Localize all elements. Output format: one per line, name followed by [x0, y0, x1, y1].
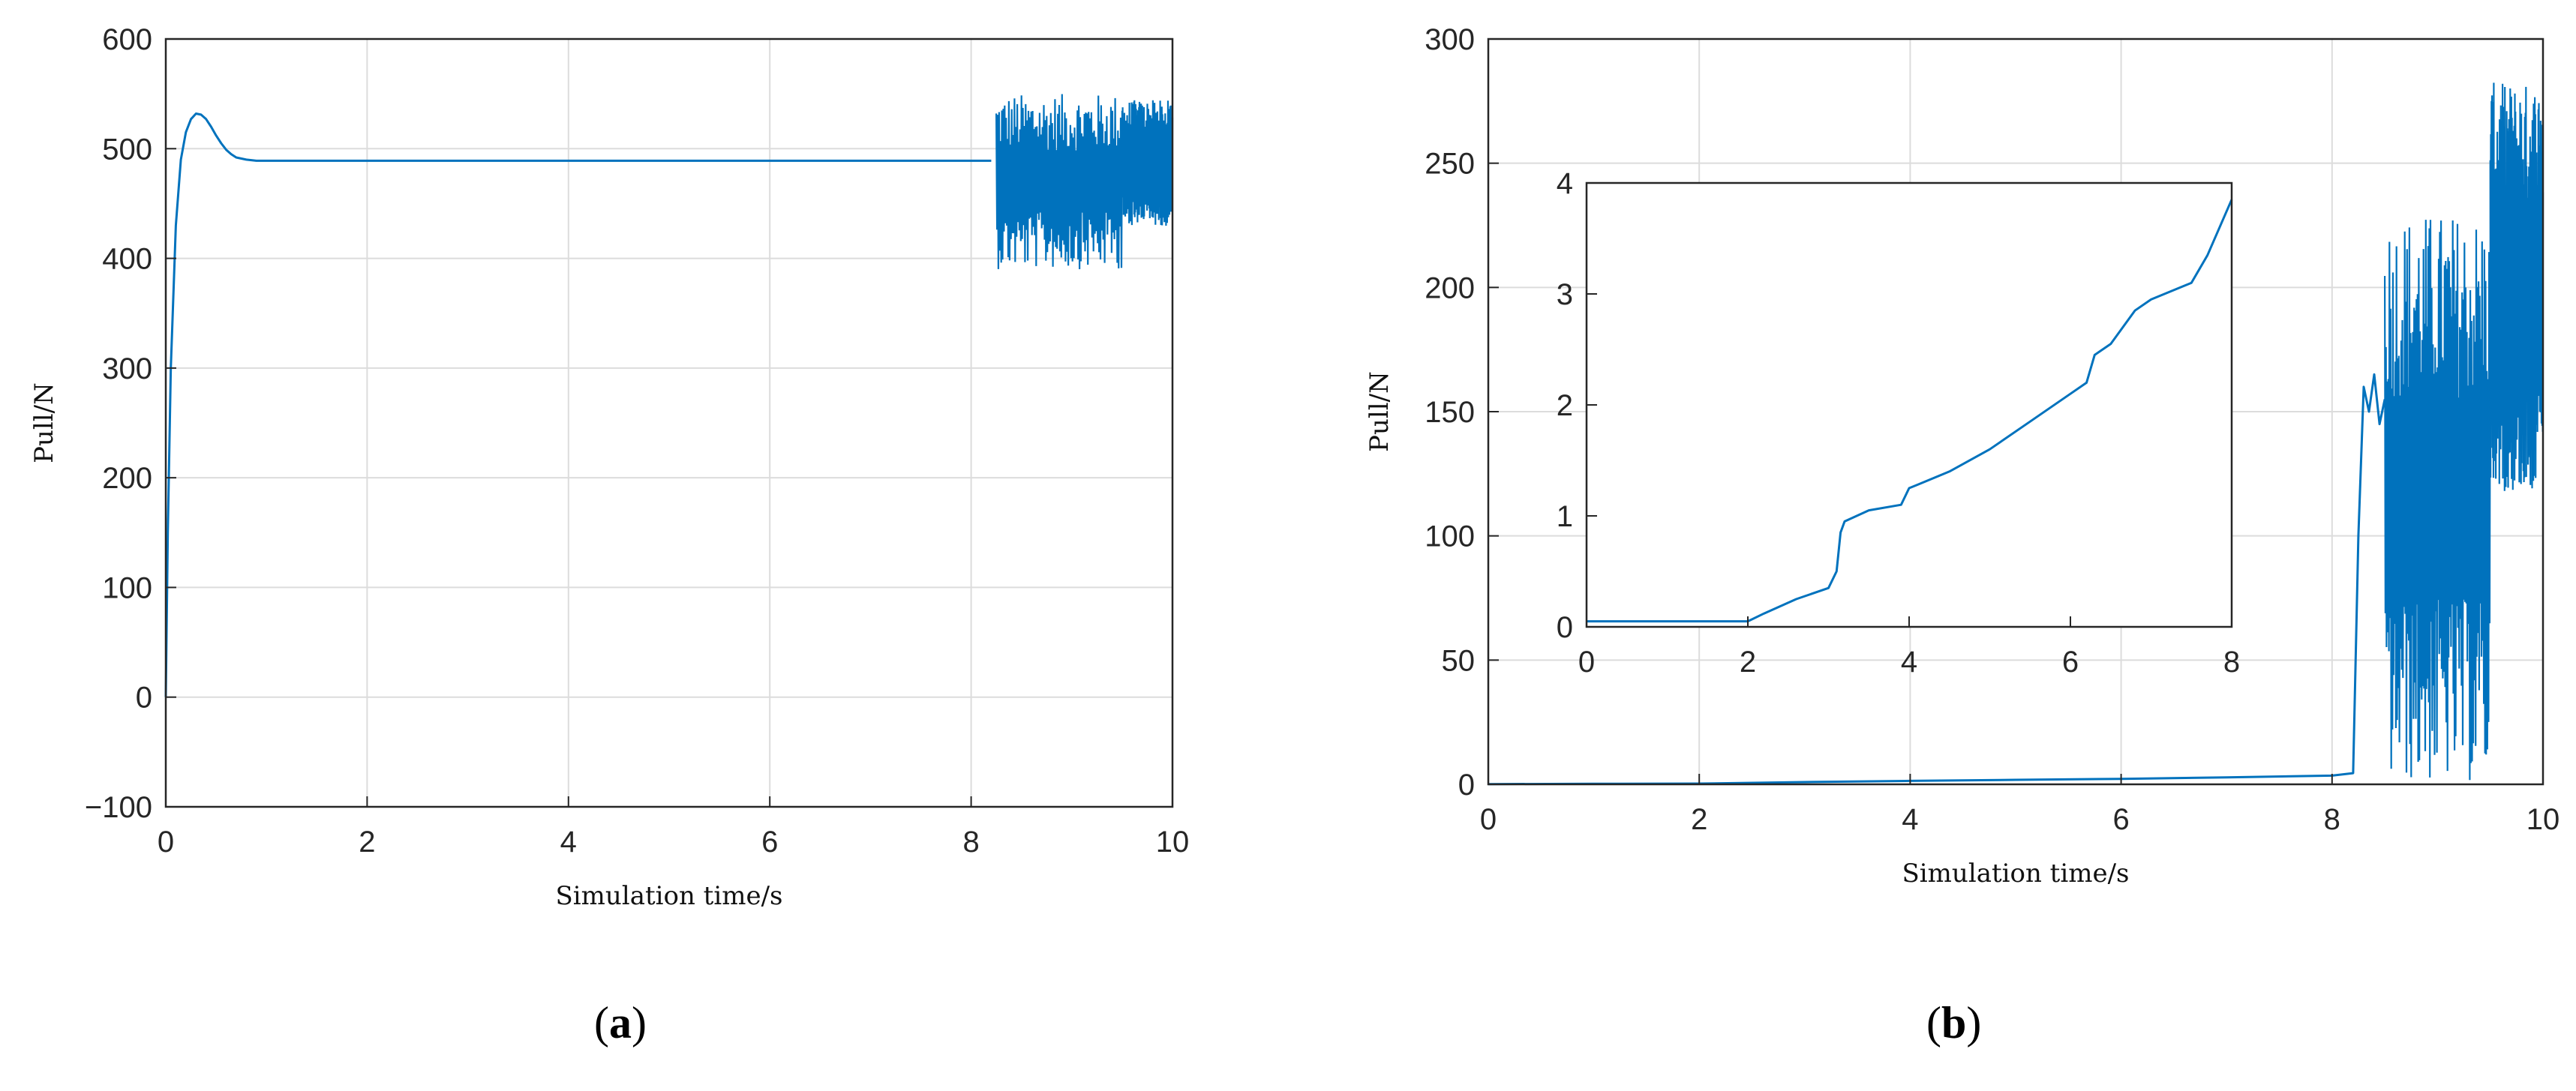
b-noisy-segment [2489, 82, 2544, 491]
a-x-tick-label: 10 [1156, 826, 1190, 859]
b-x-tick-label: 0 [1480, 803, 1497, 836]
a-x-tick-label: 4 [560, 826, 577, 859]
a-axes-frame [164, 37, 1174, 808]
a-y-tick-label: 600 [102, 23, 152, 56]
a-y-axis-title: Pull/N [29, 382, 59, 463]
b-y-tick-label: 250 [1425, 148, 1475, 181]
b-inset-y-tick-label: 1 [1557, 500, 1573, 533]
b-x-tick-label: 10 [2526, 803, 2560, 836]
b-y-tick-label: 0 [1458, 769, 1475, 802]
a-y-tick-label: 200 [102, 462, 152, 495]
b-inset-plot-area [1587, 183, 2232, 627]
b-series-line [1488, 373, 2386, 786]
b-y-tick-label: 300 [1425, 23, 1475, 56]
caption-a: (a) [594, 998, 647, 1048]
a-y-tick-label: 500 [102, 133, 152, 166]
a-x-tick-label: 2 [359, 826, 375, 859]
b-y-tick-label: 50 [1442, 644, 1476, 677]
b-x-tick-label: 8 [2324, 803, 2340, 836]
b-inset-x-tick-label: 6 [2062, 646, 2079, 679]
a-x-tick-label: 6 [761, 826, 778, 859]
b-inset-y-tick-label: 3 [1557, 278, 1573, 311]
b-y-tick-label: 100 [1425, 520, 1475, 553]
a-y-tick-label: 100 [102, 571, 152, 604]
a-x-tick-label: 0 [158, 826, 174, 859]
a-x-axis-title: Simulation time/s [556, 881, 783, 911]
a-x-tick-label: 8 [962, 826, 979, 859]
b-inset-y-tick-label: 4 [1557, 167, 1573, 200]
b-y-tick-label: 150 [1425, 396, 1475, 429]
b-inset-chart: 0 2 4 6 8 0 1 2 3 4 [1557, 167, 2240, 679]
b-y-axis-title: Pull/N [1365, 371, 1395, 452]
a-noisy-segment [995, 94, 1123, 270]
a-y-tick-label: 0 [136, 682, 152, 715]
b-y-tick-label: 200 [1425, 271, 1475, 304]
a-noisy-segment [1121, 100, 1174, 226]
b-inset-y-tick-label: 2 [1557, 389, 1573, 422]
b-inset-series-line [1587, 199, 2233, 623]
b-inset-y-tick-label: 0 [1557, 611, 1573, 644]
a-y-tick-label: −100 [85, 791, 152, 824]
b-inset-x-tick-label: 8 [2223, 646, 2240, 679]
b-inset-x-tick-label: 0 [1578, 646, 1595, 679]
b-x-axis-title: Simulation time/s [1902, 859, 2130, 889]
b-x-tick-label: 4 [1902, 803, 1918, 836]
b-inset-x-tick-label: 4 [1901, 646, 1917, 679]
a-y-tick-label: 300 [102, 352, 152, 385]
b-noisy-segment [2384, 220, 2491, 781]
b-x-tick-label: 2 [1691, 803, 1707, 836]
a-series-line [164, 112, 992, 697]
a-y-tick-label: 400 [102, 243, 152, 276]
b-x-tick-label: 6 [2112, 803, 2129, 836]
b-inset-x-tick-label: 2 [1740, 646, 1756, 679]
caption-b: (b) [1926, 998, 1982, 1048]
panel-a-chart: 0 2 4 6 8 10−1000100200300400500600Simulation… [29, 23, 1189, 911]
